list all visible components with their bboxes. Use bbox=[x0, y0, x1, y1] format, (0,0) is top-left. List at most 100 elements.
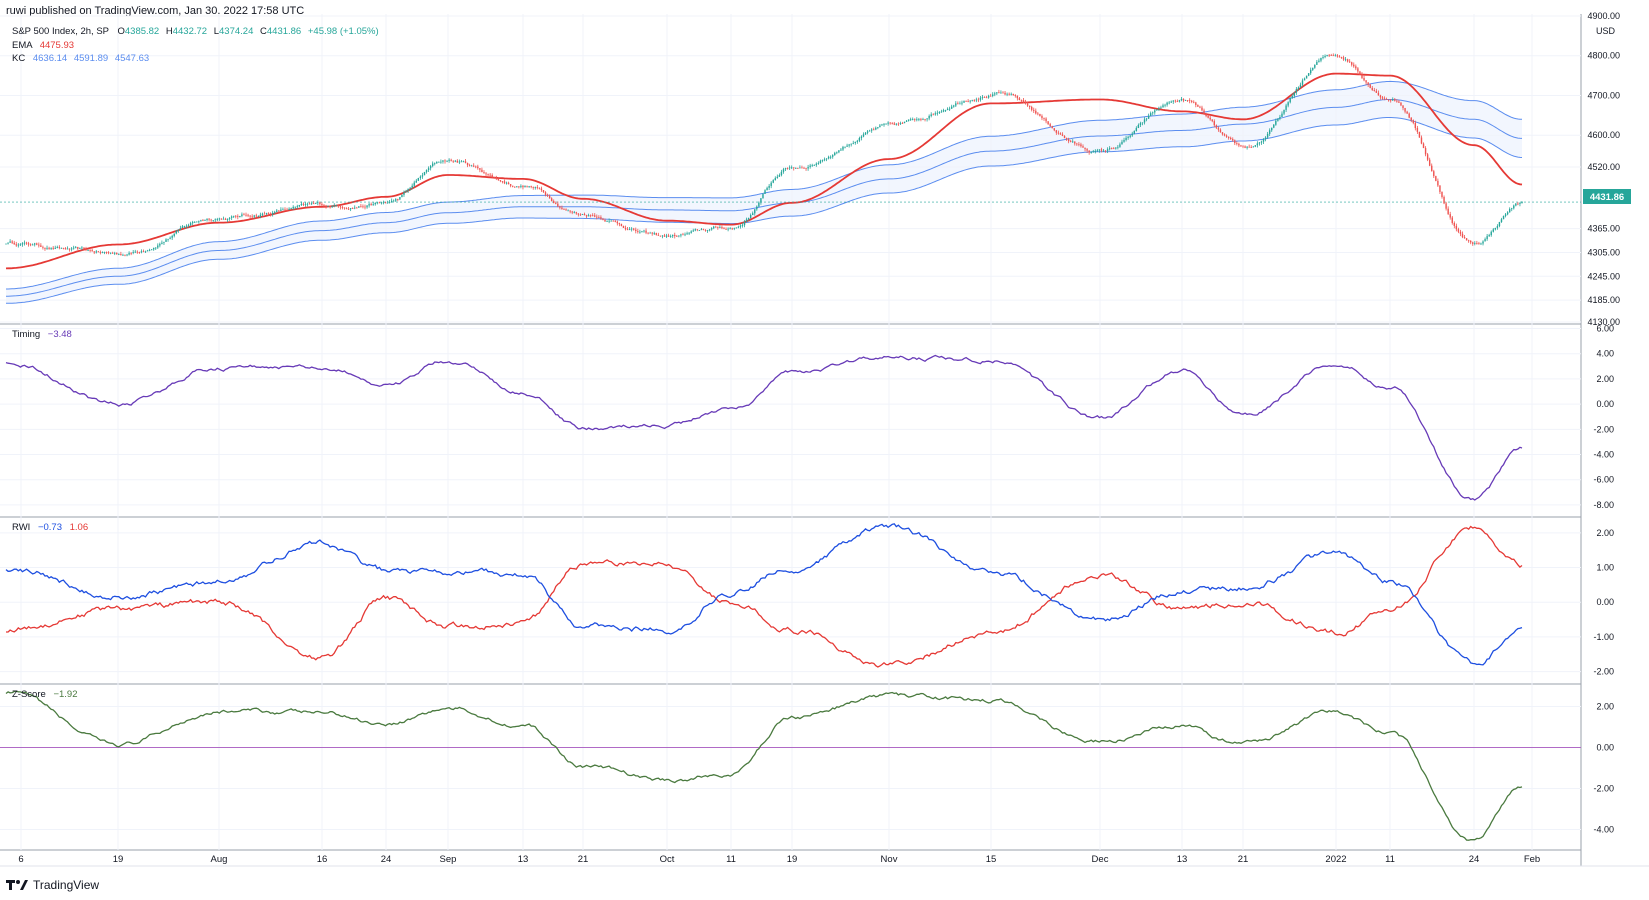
candle-body bbox=[464, 161, 467, 163]
candle-body bbox=[1422, 143, 1425, 149]
candle-body bbox=[663, 235, 666, 237]
candle-body bbox=[276, 210, 278, 212]
candle-body bbox=[567, 210, 569, 212]
candle-body bbox=[1207, 116, 1209, 118]
candle-body bbox=[870, 129, 873, 131]
candle-body bbox=[1264, 137, 1267, 140]
price-axis[interactable]: 4900.00 4800.00 4700.00 4600.00 4520.00 4365.… bbox=[1587, 11, 1620, 327]
legend-price[interactable]: S&P 500 Index, 2h, SP O4385.82 H4432.72 … bbox=[12, 26, 379, 37]
legend-timing[interactable]: Timing −3.48 bbox=[12, 329, 72, 340]
candle-body bbox=[555, 203, 557, 204]
time-axis[interactable]: 6 19 Aug 16 24 Sep 13 21 Oct 11 19 Nov 15 Dec 13 21 2022… bbox=[18, 854, 1540, 865]
candle-body bbox=[1191, 100, 1193, 102]
candle-body bbox=[788, 167, 791, 169]
candle-body bbox=[1408, 113, 1410, 118]
candle-body bbox=[493, 176, 495, 178]
candle-body bbox=[1113, 148, 1115, 150]
candle-body bbox=[790, 167, 793, 169]
footer[interactable]: TradingView bbox=[6, 878, 99, 892]
candle-body bbox=[228, 217, 231, 219]
candle-body bbox=[1326, 54, 1328, 57]
candle-body bbox=[1353, 64, 1355, 67]
candle-body bbox=[1268, 130, 1271, 134]
candle-body bbox=[157, 245, 159, 248]
series-layer bbox=[0, 72, 1581, 841]
candle-body bbox=[1482, 241, 1484, 244]
candle-body bbox=[1433, 171, 1435, 177]
candle-body bbox=[875, 127, 877, 130]
candle-body bbox=[1355, 66, 1357, 69]
change-value: +45.98 (+1.05%) bbox=[308, 26, 379, 37]
candle-body bbox=[530, 186, 532, 187]
candle-body bbox=[331, 205, 333, 208]
candle-body bbox=[1145, 118, 1148, 120]
candle-body bbox=[1398, 101, 1400, 103]
candle-body bbox=[768, 185, 770, 188]
candle-body bbox=[1357, 68, 1359, 72]
candle-body bbox=[899, 123, 902, 124]
candle-body bbox=[130, 252, 132, 254]
candle-body bbox=[698, 229, 701, 231]
candle-body bbox=[257, 216, 260, 217]
candle-body bbox=[774, 178, 776, 181]
candle-body bbox=[723, 228, 725, 230]
time-axis-label: 24 bbox=[381, 854, 392, 865]
candle-body bbox=[708, 229, 711, 231]
candle-body bbox=[534, 187, 536, 188]
candle-body bbox=[306, 203, 309, 205]
candle-body bbox=[1069, 141, 1072, 143]
candle-body bbox=[932, 114, 934, 116]
candle-body bbox=[1082, 146, 1084, 148]
candle-body bbox=[1508, 209, 1511, 213]
candle-body bbox=[1094, 150, 1097, 152]
indicator-tick-label: -2.00 bbox=[1593, 784, 1614, 794]
candle-body bbox=[1453, 222, 1456, 226]
candle-body bbox=[1334, 55, 1337, 57]
candle-body bbox=[1365, 80, 1367, 83]
candle-body bbox=[15, 244, 17, 246]
candle-body bbox=[1240, 145, 1242, 147]
candle-body bbox=[13, 242, 15, 245]
candle-body bbox=[1309, 69, 1312, 74]
candle-body bbox=[1346, 59, 1349, 62]
candle-body bbox=[189, 223, 192, 225]
legend-rwi[interactable]: RWI −0.73 1.06 bbox=[12, 522, 88, 533]
legend-zscore[interactable]: Z-Score −1.92 bbox=[12, 689, 77, 700]
rwi-low-value: 1.06 bbox=[70, 522, 89, 533]
timing-label: Timing bbox=[12, 329, 40, 340]
candle-body bbox=[661, 235, 664, 237]
candle-body bbox=[655, 233, 658, 235]
candle-body bbox=[60, 247, 63, 249]
candle-body bbox=[1506, 212, 1509, 215]
legend-kc[interactable]: KC 4636.14 4591.89 4547.63 bbox=[12, 53, 149, 64]
candle-body bbox=[40, 245, 42, 247]
candle-body bbox=[1053, 128, 1055, 131]
candle-body bbox=[520, 185, 522, 187]
candle-body bbox=[1039, 113, 1041, 116]
time-axis-label: 11 bbox=[1385, 854, 1395, 865]
candle-body bbox=[454, 160, 456, 162]
candle-body bbox=[526, 185, 528, 187]
candle-body bbox=[743, 221, 746, 226]
candle-body bbox=[1367, 82, 1369, 85]
candle-body bbox=[1373, 90, 1376, 91]
time-axis-label: 2022 bbox=[1325, 854, 1346, 865]
time-axis-label: 19 bbox=[113, 854, 124, 865]
candle-body bbox=[1086, 149, 1088, 151]
candle-body bbox=[407, 188, 409, 191]
time-axis-label: Feb bbox=[1524, 854, 1540, 865]
legend-ema[interactable]: EMA 4475.93 bbox=[12, 40, 74, 51]
candle-body bbox=[1246, 146, 1248, 148]
candle-body bbox=[1055, 130, 1058, 133]
indicator-tick-label: 6.00 bbox=[1596, 324, 1614, 334]
candle-body bbox=[821, 160, 824, 162]
candle-body bbox=[901, 123, 904, 124]
candle-body bbox=[183, 226, 186, 228]
candle-body bbox=[155, 247, 157, 249]
indicator-axes[interactable]: 6.00 4.00 2.00 0.00 -2.00 -4.00 -6.00 -8.00 2.00… bbox=[1593, 324, 1614, 835]
candle-body bbox=[349, 208, 352, 210]
candle-body bbox=[1414, 122, 1417, 129]
candle-body bbox=[1149, 113, 1152, 116]
candle-body bbox=[987, 95, 990, 98]
